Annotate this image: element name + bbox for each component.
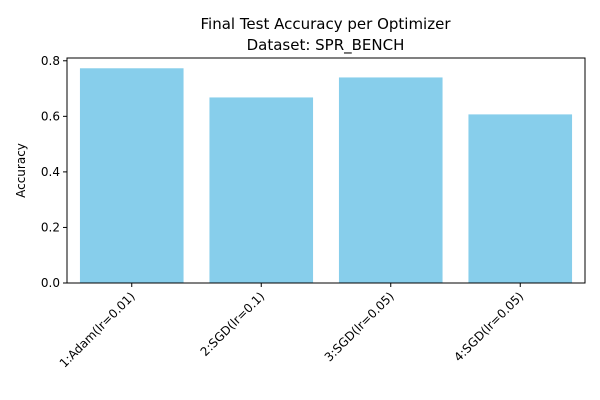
bar-2 (209, 97, 314, 283)
x-tick-label-4: 4:SGD(lr=0.05) (451, 289, 526, 364)
bar-3 (338, 77, 443, 283)
bar-4 (468, 114, 573, 283)
x-tick-label-3: 3:SGD(lr=0.05) (322, 289, 397, 364)
bar-1 (79, 68, 184, 283)
y-tick-label-2: 0.4 (41, 165, 60, 179)
y-tick-label-3: 0.6 (41, 109, 60, 123)
x-tick-label-1: 1:Adam(lr=0.01) (57, 289, 138, 370)
x-tick-label-2: 2:SGD(lr=0.1) (198, 289, 268, 359)
y-axis-label: Accuracy (14, 143, 28, 198)
y-axis: 0.0 0.2 0.4 0.6 0.8 (41, 54, 67, 290)
chart-subtitle: Dataset: SPR_BENCH (247, 36, 405, 55)
x-axis: 1:Adam(lr=0.01) 2:SGD(lr=0.1) 3:SGD(lr=0.0… (57, 283, 526, 370)
y-tick-label-0: 0.0 (41, 276, 60, 290)
y-tick-label-1: 0.2 (41, 220, 60, 234)
chart-title: Final Test Accuracy per Optimizer (200, 15, 451, 33)
bars-group (79, 68, 573, 283)
y-tick-label-4: 0.8 (41, 54, 60, 68)
plot-frame (66, 57, 586, 284)
